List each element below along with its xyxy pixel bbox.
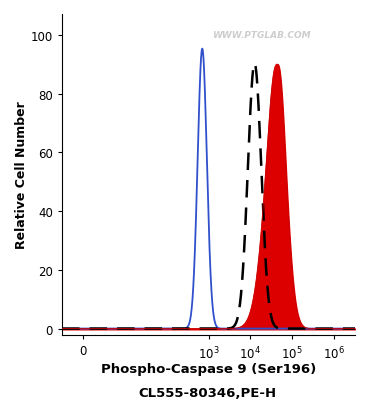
Text: CL555-80346,PE-H: CL555-80346,PE-H	[138, 386, 276, 399]
X-axis label: Phospho-Caspase 9 (Ser196): Phospho-Caspase 9 (Ser196)	[101, 362, 316, 375]
Text: WWW.PTGLAB.COM: WWW.PTGLAB.COM	[212, 31, 310, 40]
Y-axis label: Relative Cell Number: Relative Cell Number	[15, 101, 28, 249]
